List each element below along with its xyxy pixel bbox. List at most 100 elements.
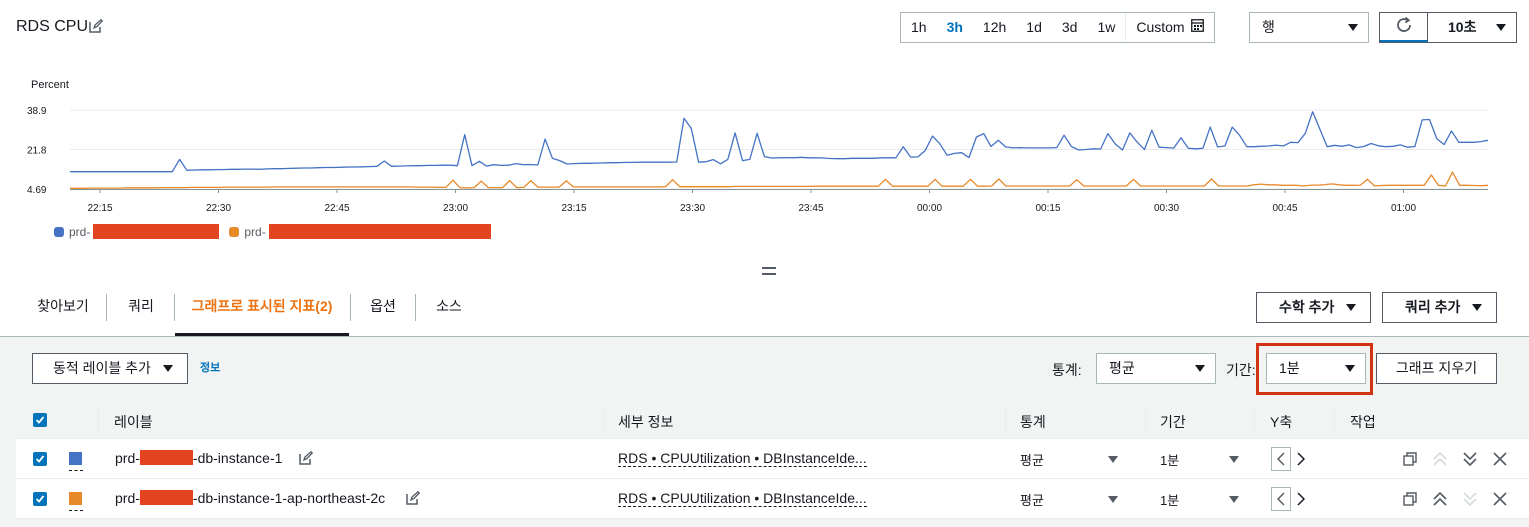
chevron-down-icon[interactable] bbox=[1229, 496, 1239, 503]
duplicate-icon[interactable] bbox=[1401, 490, 1419, 508]
refresh-interval-dropdown[interactable]: 10초 bbox=[1428, 13, 1516, 42]
tab-graphed-metrics[interactable]: 그래프로 표시된 지표(2) bbox=[175, 283, 349, 336]
y-axis-label: Percent bbox=[31, 79, 69, 91]
dashboard-header: RDS CPU 1h 3h 12h 1d 3d 1w Custom 행 10초 bbox=[0, 0, 1529, 52]
y-axis-left-button[interactable] bbox=[1271, 487, 1291, 511]
metric-details[interactable]: RDS • CPUUtilization • DBInstanceIde... bbox=[618, 450, 867, 467]
y-tick-label: 4.69 bbox=[27, 185, 47, 196]
refresh-group: 10초 bbox=[1379, 12, 1517, 43]
header-details: 세부 정보 bbox=[618, 414, 674, 430]
close-icon[interactable] bbox=[1491, 490, 1509, 508]
x-tick-label: 00:00 bbox=[917, 203, 942, 213]
legend-item-1[interactable]: prd- bbox=[54, 224, 220, 239]
metric-label[interactable]: prd- -db-instance-1 bbox=[115, 450, 282, 466]
x-tick-label: 23:15 bbox=[561, 203, 586, 213]
add-query-button[interactable]: 쿼리 추가 bbox=[1382, 292, 1497, 323]
x-tick-label: 23:45 bbox=[798, 203, 823, 213]
chevron-down-icon[interactable] bbox=[1229, 456, 1239, 463]
check-icon bbox=[35, 495, 45, 503]
chevron-down-icon[interactable] bbox=[1108, 456, 1118, 463]
tab-browse[interactable]: 찾아보기 bbox=[37, 298, 89, 314]
check-icon bbox=[35, 416, 45, 424]
range-1h[interactable]: 1h bbox=[911, 19, 927, 35]
row-stat-value[interactable]: 평균 bbox=[1020, 493, 1044, 508]
tab-source[interactable]: 소스 bbox=[436, 298, 462, 314]
chevron-down-icon bbox=[1195, 365, 1205, 372]
legend-item-2[interactable]: prd- bbox=[229, 224, 491, 239]
x-tick-label: 00:15 bbox=[1035, 203, 1060, 213]
move-up-icon[interactable] bbox=[1431, 450, 1449, 468]
row-checkbox[interactable] bbox=[33, 492, 47, 506]
graphed-metrics-panel: 동적 레이블 추가 정보 통계: 평균 기간: 1분 그래프 지우기 레이블 세… bbox=[0, 337, 1529, 527]
info-link[interactable]: 정보 bbox=[200, 362, 221, 374]
tab-options[interactable]: 옵션 bbox=[370, 298, 396, 314]
edit-label-icon[interactable] bbox=[299, 450, 314, 468]
period-select[interactable]: 1분 bbox=[1266, 353, 1366, 384]
range-1d[interactable]: 1d bbox=[1026, 19, 1042, 35]
tab-query[interactable]: 쿼리 bbox=[128, 298, 154, 314]
column-divider bbox=[98, 405, 99, 433]
table-row: prd- -db-instance-1-ap-northeast-2c RDS •… bbox=[16, 479, 1529, 519]
chevron-right-icon bbox=[1297, 452, 1305, 466]
select-all-checkbox[interactable] bbox=[33, 413, 47, 427]
edit-title-icon[interactable] bbox=[89, 18, 104, 33]
header-label: 레이블 bbox=[114, 414, 153, 430]
row-period-value[interactable]: 1분 bbox=[1160, 493, 1180, 508]
y-axis-right-button[interactable] bbox=[1293, 447, 1309, 471]
stat-select[interactable]: 평균 bbox=[1096, 353, 1216, 384]
header-period: 기간 bbox=[1160, 414, 1186, 430]
label-prefix: prd- bbox=[115, 490, 140, 506]
metric-label[interactable]: prd- -db-instance-1-ap-northeast-2c bbox=[115, 490, 385, 506]
chevron-down-icon[interactable] bbox=[1108, 496, 1118, 503]
range-12h[interactable]: 12h bbox=[982, 19, 1007, 35]
check-icon bbox=[35, 455, 45, 463]
chevron-down-icon bbox=[1346, 304, 1356, 311]
x-tick-label: 23:00 bbox=[443, 203, 468, 213]
chevron-down-icon bbox=[1496, 24, 1506, 31]
x-tick-label: 00:30 bbox=[1154, 203, 1179, 213]
dynamic-label-dropdown[interactable]: 동적 레이블 추가 bbox=[32, 353, 188, 384]
header-y-axis: Y축 bbox=[1270, 414, 1293, 430]
series-color-swatch[interactable] bbox=[69, 492, 82, 505]
range-custom[interactable]: Custom bbox=[1125, 13, 1213, 42]
redaction-mark bbox=[93, 224, 220, 239]
chevron-left-icon bbox=[1277, 452, 1285, 466]
redaction-mark bbox=[268, 224, 491, 239]
series-color-swatch[interactable] bbox=[69, 452, 82, 465]
y-axis-right-button[interactable] bbox=[1293, 487, 1309, 511]
add-math-label: 수학 추가 bbox=[1279, 299, 1335, 315]
series-line-2 bbox=[70, 171, 1489, 189]
add-math-button[interactable]: 수학 추가 bbox=[1256, 292, 1371, 323]
row-stat-value[interactable]: 평균 bbox=[1020, 453, 1044, 468]
range-3h[interactable]: 3h bbox=[946, 19, 963, 35]
metric-details[interactable]: RDS • CPUUtilization • DBInstanceIde... bbox=[618, 490, 867, 507]
view-select[interactable]: 행 bbox=[1249, 12, 1369, 43]
table-row: prd- -db-instance-1 RDS • CPUUtilization … bbox=[16, 439, 1529, 479]
x-tick-label: 22:15 bbox=[87, 203, 112, 213]
y-axis-left-button[interactable] bbox=[1271, 447, 1291, 471]
resize-handle[interactable] bbox=[762, 267, 776, 275]
clear-graph-button[interactable]: 그래프 지우기 bbox=[1376, 353, 1497, 384]
row-checkbox[interactable] bbox=[33, 452, 47, 466]
y-tick-label: 21.8 bbox=[27, 145, 47, 156]
redaction-mark bbox=[139, 450, 193, 465]
move-down-icon[interactable] bbox=[1461, 450, 1479, 468]
column-divider bbox=[1334, 405, 1335, 433]
label-prefix: prd- bbox=[115, 450, 140, 466]
x-tick-label: 22:45 bbox=[324, 203, 349, 213]
duplicate-icon[interactable] bbox=[1401, 450, 1419, 468]
edit-label-icon[interactable] bbox=[406, 490, 421, 508]
close-icon[interactable] bbox=[1491, 450, 1509, 468]
column-divider bbox=[1145, 405, 1146, 433]
row-period-value[interactable]: 1분 bbox=[1160, 453, 1180, 468]
move-up-icon[interactable] bbox=[1431, 490, 1449, 508]
range-3d[interactable]: 3d bbox=[1061, 19, 1078, 35]
legend-label: prd- bbox=[69, 224, 91, 239]
range-1w[interactable]: 1w bbox=[1097, 19, 1116, 35]
column-divider bbox=[1005, 405, 1006, 433]
move-down-icon[interactable] bbox=[1461, 490, 1479, 508]
x-tick-label: 01:00 bbox=[1391, 203, 1416, 213]
refresh-interval-value: 10초 bbox=[1448, 19, 1477, 35]
stat-select-value: 평균 bbox=[1109, 360, 1135, 376]
refresh-button[interactable] bbox=[1380, 13, 1428, 42]
